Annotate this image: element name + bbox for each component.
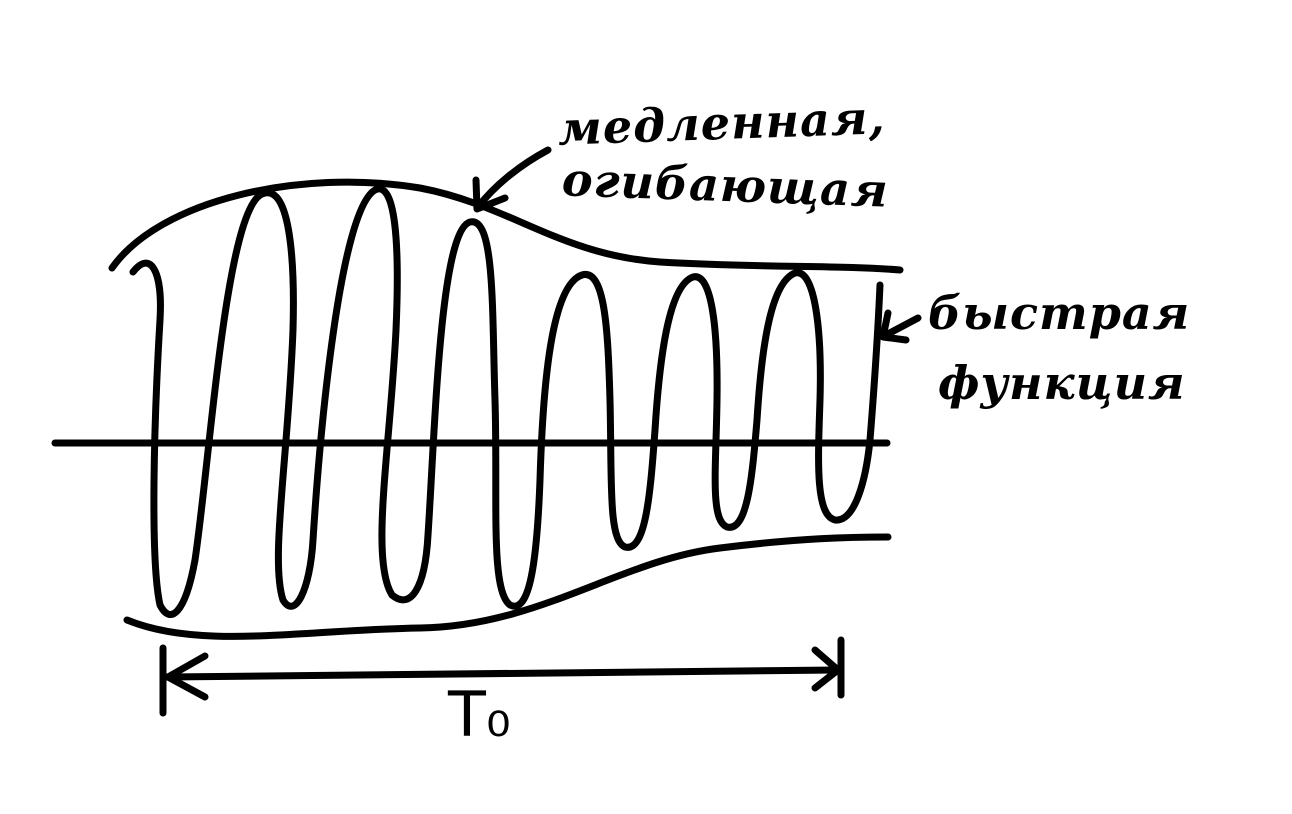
fast-function-label-line1: быстрая: [928, 286, 1191, 340]
period-label: T₀: [448, 678, 511, 751]
envelope-pointer-arrowhead: [472, 176, 509, 213]
period-left-arrowhead: [164, 652, 209, 701]
fast-pointer-arrowhead: [879, 309, 910, 344]
fast-oscillation-curve: [129, 185, 884, 618]
fast-pointer-arrow: [880, 314, 922, 340]
period-span-line: [164, 666, 842, 681]
period-right-arrowhead: [811, 646, 842, 692]
envelope-label-line2: огибающая: [561, 152, 890, 218]
upper-envelope-curve: [108, 178, 904, 274]
fast-function-label-line2: функция: [938, 356, 1186, 410]
envelope-label-line1: медленная,: [557, 90, 887, 156]
envelope-pointer-arrow: [474, 146, 552, 211]
lower-envelope-curve: [123, 533, 892, 640]
